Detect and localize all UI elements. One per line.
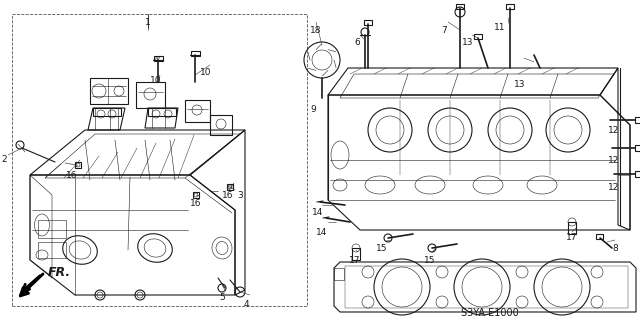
Text: 2: 2 bbox=[1, 155, 7, 164]
Bar bbox=[506, 4, 514, 9]
Bar bbox=[364, 20, 372, 25]
Text: 17: 17 bbox=[566, 233, 578, 242]
Bar bbox=[596, 234, 603, 239]
Bar bbox=[75, 162, 81, 168]
Bar bbox=[193, 192, 199, 198]
Text: 11: 11 bbox=[494, 23, 506, 32]
Text: 5: 5 bbox=[219, 293, 225, 302]
Bar bbox=[568, 222, 576, 234]
Bar bbox=[191, 51, 200, 56]
Bar bbox=[12, 14, 307, 306]
Text: 10: 10 bbox=[150, 76, 162, 85]
Bar bbox=[38, 220, 66, 238]
Text: FR.: FR. bbox=[48, 266, 71, 278]
Text: 15: 15 bbox=[376, 244, 388, 253]
Text: 16: 16 bbox=[222, 191, 234, 200]
Text: 8: 8 bbox=[612, 244, 618, 253]
Bar bbox=[635, 145, 640, 151]
Text: 14: 14 bbox=[316, 228, 328, 237]
Text: 18: 18 bbox=[310, 26, 322, 35]
Bar bbox=[635, 171, 640, 177]
Text: 12: 12 bbox=[608, 156, 620, 165]
Bar bbox=[154, 56, 163, 61]
Text: 6: 6 bbox=[354, 38, 360, 47]
Text: 13: 13 bbox=[462, 38, 474, 47]
Bar bbox=[148, 108, 176, 116]
Text: 14: 14 bbox=[312, 208, 324, 217]
Bar bbox=[456, 4, 464, 9]
Text: 4: 4 bbox=[243, 300, 249, 309]
Text: 16: 16 bbox=[190, 199, 202, 208]
Bar bbox=[38, 242, 66, 258]
Text: 16: 16 bbox=[67, 171, 77, 180]
Bar bbox=[635, 117, 640, 123]
Text: 12: 12 bbox=[608, 126, 620, 135]
Text: 13: 13 bbox=[515, 80, 525, 89]
Bar bbox=[93, 108, 121, 116]
Text: S3YA E1000: S3YA E1000 bbox=[461, 308, 519, 318]
Text: 10: 10 bbox=[200, 68, 212, 77]
Text: 17: 17 bbox=[349, 256, 361, 265]
Text: 7: 7 bbox=[441, 26, 447, 35]
Text: 1: 1 bbox=[145, 18, 151, 27]
Text: 3: 3 bbox=[237, 191, 243, 200]
Text: 12: 12 bbox=[608, 183, 620, 192]
Text: 15: 15 bbox=[424, 256, 436, 265]
Text: 9: 9 bbox=[310, 105, 316, 114]
Bar bbox=[474, 34, 482, 39]
Bar bbox=[352, 248, 360, 260]
Bar bbox=[227, 184, 233, 190]
